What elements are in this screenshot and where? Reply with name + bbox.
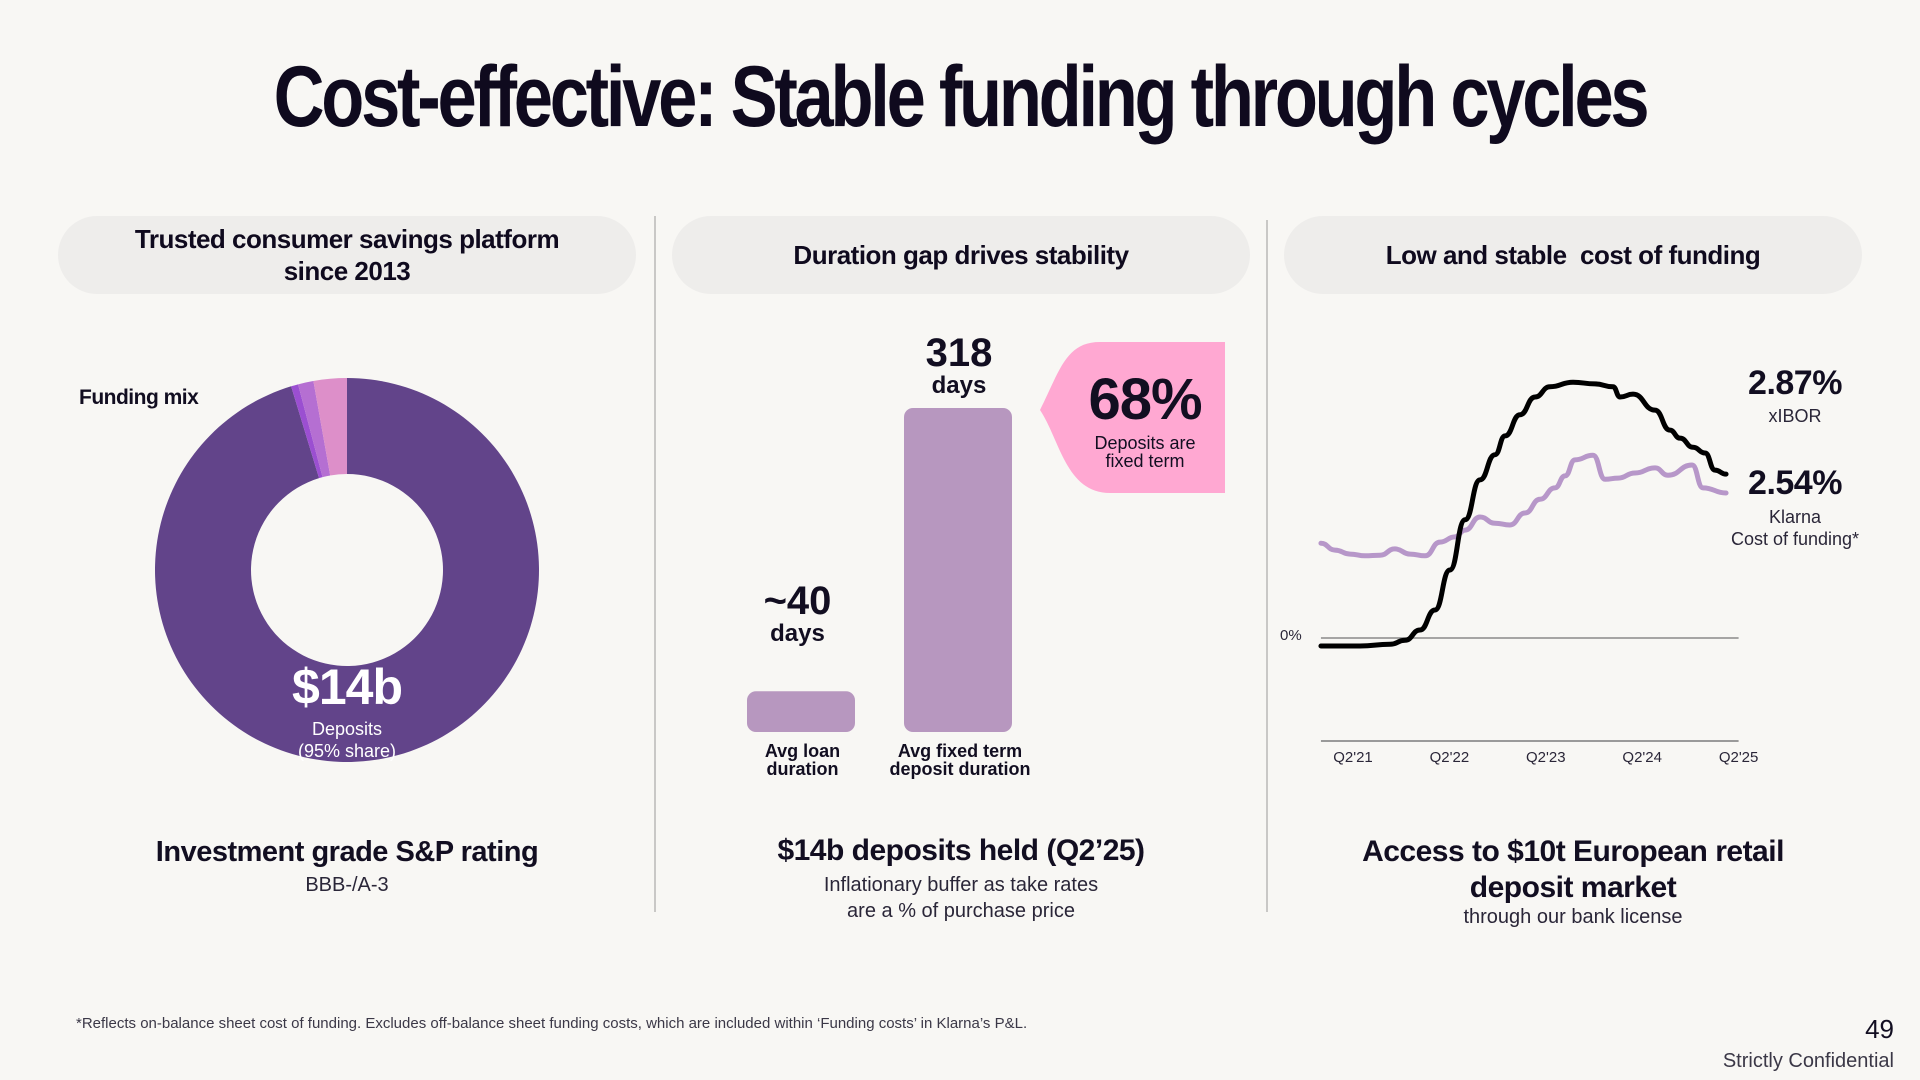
callout-text-line-1: Deposits are	[1094, 433, 1196, 453]
middle-footer-sub: Inflationary buffer as take rates are a …	[672, 872, 1250, 924]
donut-caption: Deposits (95% share)	[247, 718, 447, 762]
donut-value: $14b	[292, 659, 403, 715]
right-panel-header: Low and stable cost of funding	[1284, 216, 1862, 294]
middle-footer-title: $14b deposits held (Q2’25)	[777, 834, 1145, 867]
page-number: 49	[1865, 1014, 1894, 1044]
donut-slices	[155, 378, 540, 762]
bar2-category-line-1: Avg fixed term	[897, 741, 1023, 761]
klarna-series-label: Klarna Cost of funding*	[1710, 506, 1880, 550]
bar1-category-line-1: Avg loan	[764, 741, 841, 761]
line-axes	[1320, 637, 1739, 742]
page-title: Cost-effective: Stable funding through c…	[273, 49, 1650, 145]
line-series	[1318, 379, 1729, 649]
x-tick-label: Q2'23	[1526, 749, 1566, 766]
bar-1	[747, 691, 855, 732]
donut-caption-line-1: Deposits	[311, 719, 383, 739]
left-header-text: Trusted consumer savings platform since …	[134, 224, 560, 286]
column-divider-1	[654, 216, 656, 912]
klarna-series-label-line-1: Klarna	[1768, 507, 1822, 527]
middle-footer-sub-line-1: Inflationary buffer as take rates	[823, 874, 1099, 896]
callout-text-line-2: fixed term	[1105, 451, 1185, 471]
middle-header-text: Duration gap drives stability	[793, 240, 1129, 270]
bars-group	[747, 408, 1012, 732]
callout-value: 68%	[1088, 367, 1202, 432]
bar2-category-label: Avg fixed term deposit duration	[870, 742, 1050, 778]
left-footer-sub: BBB-/A-3	[305, 874, 389, 896]
right-footer-title-line-1: Access to $10t European retail	[1362, 835, 1784, 868]
bar1-unit-label: days	[770, 620, 825, 647]
xibor-value-label: 2.87%	[1748, 364, 1842, 402]
callout-text: Deposits are fixed term	[1060, 434, 1230, 470]
zero-percent-label: 0%	[1280, 627, 1302, 644]
klarna-series-label-line-2: Cost of funding*	[1730, 529, 1860, 549]
x-tick-label: Q2'25	[1719, 749, 1759, 766]
bar2-category-line-2: deposit duration	[889, 759, 1031, 779]
right-footer-title-line-2: deposit market	[1469, 871, 1677, 904]
funding-mix-label: Funding mix	[79, 386, 199, 409]
callout-bubble	[1040, 342, 1225, 493]
bar2-unit-label: days	[931, 372, 987, 399]
donut-slice-other-lilac	[298, 380, 331, 478]
middle-panel-header: Duration gap drives stability	[672, 216, 1250, 294]
middle-footer-sub-line-2: are a % of purchase price	[847, 900, 1075, 922]
donut-caption-line-2: (95% share)	[297, 741, 397, 761]
bar1-value-label: ~40	[763, 579, 832, 623]
right-header-text: Low and stable cost of funding	[1385, 240, 1761, 270]
bar1-category-line-2: duration	[766, 759, 839, 779]
xibor-line	[1318, 379, 1729, 649]
klarna-value-label: 2.54%	[1748, 464, 1842, 502]
x-tick-label: Q2'21	[1333, 749, 1373, 766]
confidentiality-label: Strictly Confidential	[1722, 1050, 1894, 1072]
left-panel-header: Trusted consumer savings platform since …	[58, 216, 636, 294]
footnote: *Reflects on-balance sheet cost of fundi…	[76, 1015, 1028, 1032]
bar1-category-label: Avg loan duration	[730, 742, 875, 778]
right-footer-sub: through our bank license	[1463, 906, 1683, 928]
donut-slice-other-violet	[291, 384, 323, 479]
column-divider-2	[1266, 220, 1268, 912]
bar2-value-label: 318	[925, 331, 993, 375]
x-tick-label: Q2'24	[1622, 749, 1662, 766]
donut-slice-other-pink	[313, 378, 347, 476]
right-footer-title: Access to $10t European retail deposit m…	[1284, 834, 1862, 906]
x-tick-label: Q2'22	[1430, 749, 1470, 766]
xibor-series-label: xIBOR	[1768, 406, 1822, 426]
donut-slice-deposits	[155, 378, 540, 762]
bar-2	[904, 408, 1012, 732]
left-footer-title: Investment grade S&P rating	[155, 836, 539, 868]
line-ticks: Q2'21 Q2'22 Q2'23 Q2'24 Q2'25	[1333, 749, 1758, 766]
klarna-cost-of-funding-line	[1318, 452, 1729, 559]
